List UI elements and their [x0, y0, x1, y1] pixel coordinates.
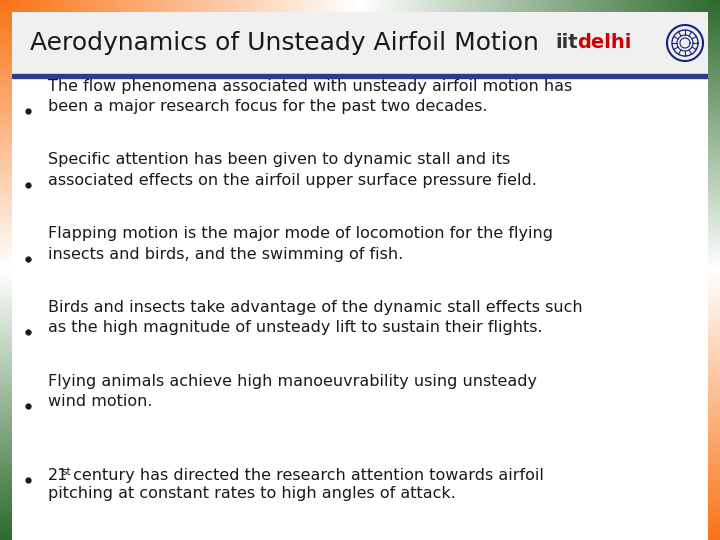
- Text: pitching at constant rates to high angles of attack.: pitching at constant rates to high angle…: [48, 487, 456, 502]
- Text: century has directed the research attention towards airfoil: century has directed the research attent…: [68, 468, 544, 483]
- Text: Flapping motion is the major mode of locomotion for the flying
insects and birds: Flapping motion is the major mode of loc…: [48, 226, 553, 261]
- Text: The flow phenomena associated with unsteady airfoil motion has
been a major rese: The flow phenomena associated with unste…: [48, 78, 572, 114]
- Text: iit: iit: [555, 33, 577, 52]
- Text: 21: 21: [48, 468, 68, 483]
- Bar: [12, 74, 708, 78]
- Text: Birds and insects take advantage of the dynamic stall effects such
as the high m: Birds and insects take advantage of the …: [48, 300, 582, 335]
- Bar: [12, 12, 708, 74]
- Text: Aerodynamics of Unsteady Airfoil Motion: Aerodynamics of Unsteady Airfoil Motion: [30, 31, 539, 55]
- Text: delhi: delhi: [577, 33, 631, 52]
- Text: st: st: [61, 467, 71, 477]
- Text: Specific attention has been given to dynamic stall and its
associated effects on: Specific attention has been given to dyn…: [48, 152, 537, 188]
- Text: Flying animals achieve high manoeuvrability using unsteady
wind motion.: Flying animals achieve high manoeuvrabil…: [48, 374, 537, 409]
